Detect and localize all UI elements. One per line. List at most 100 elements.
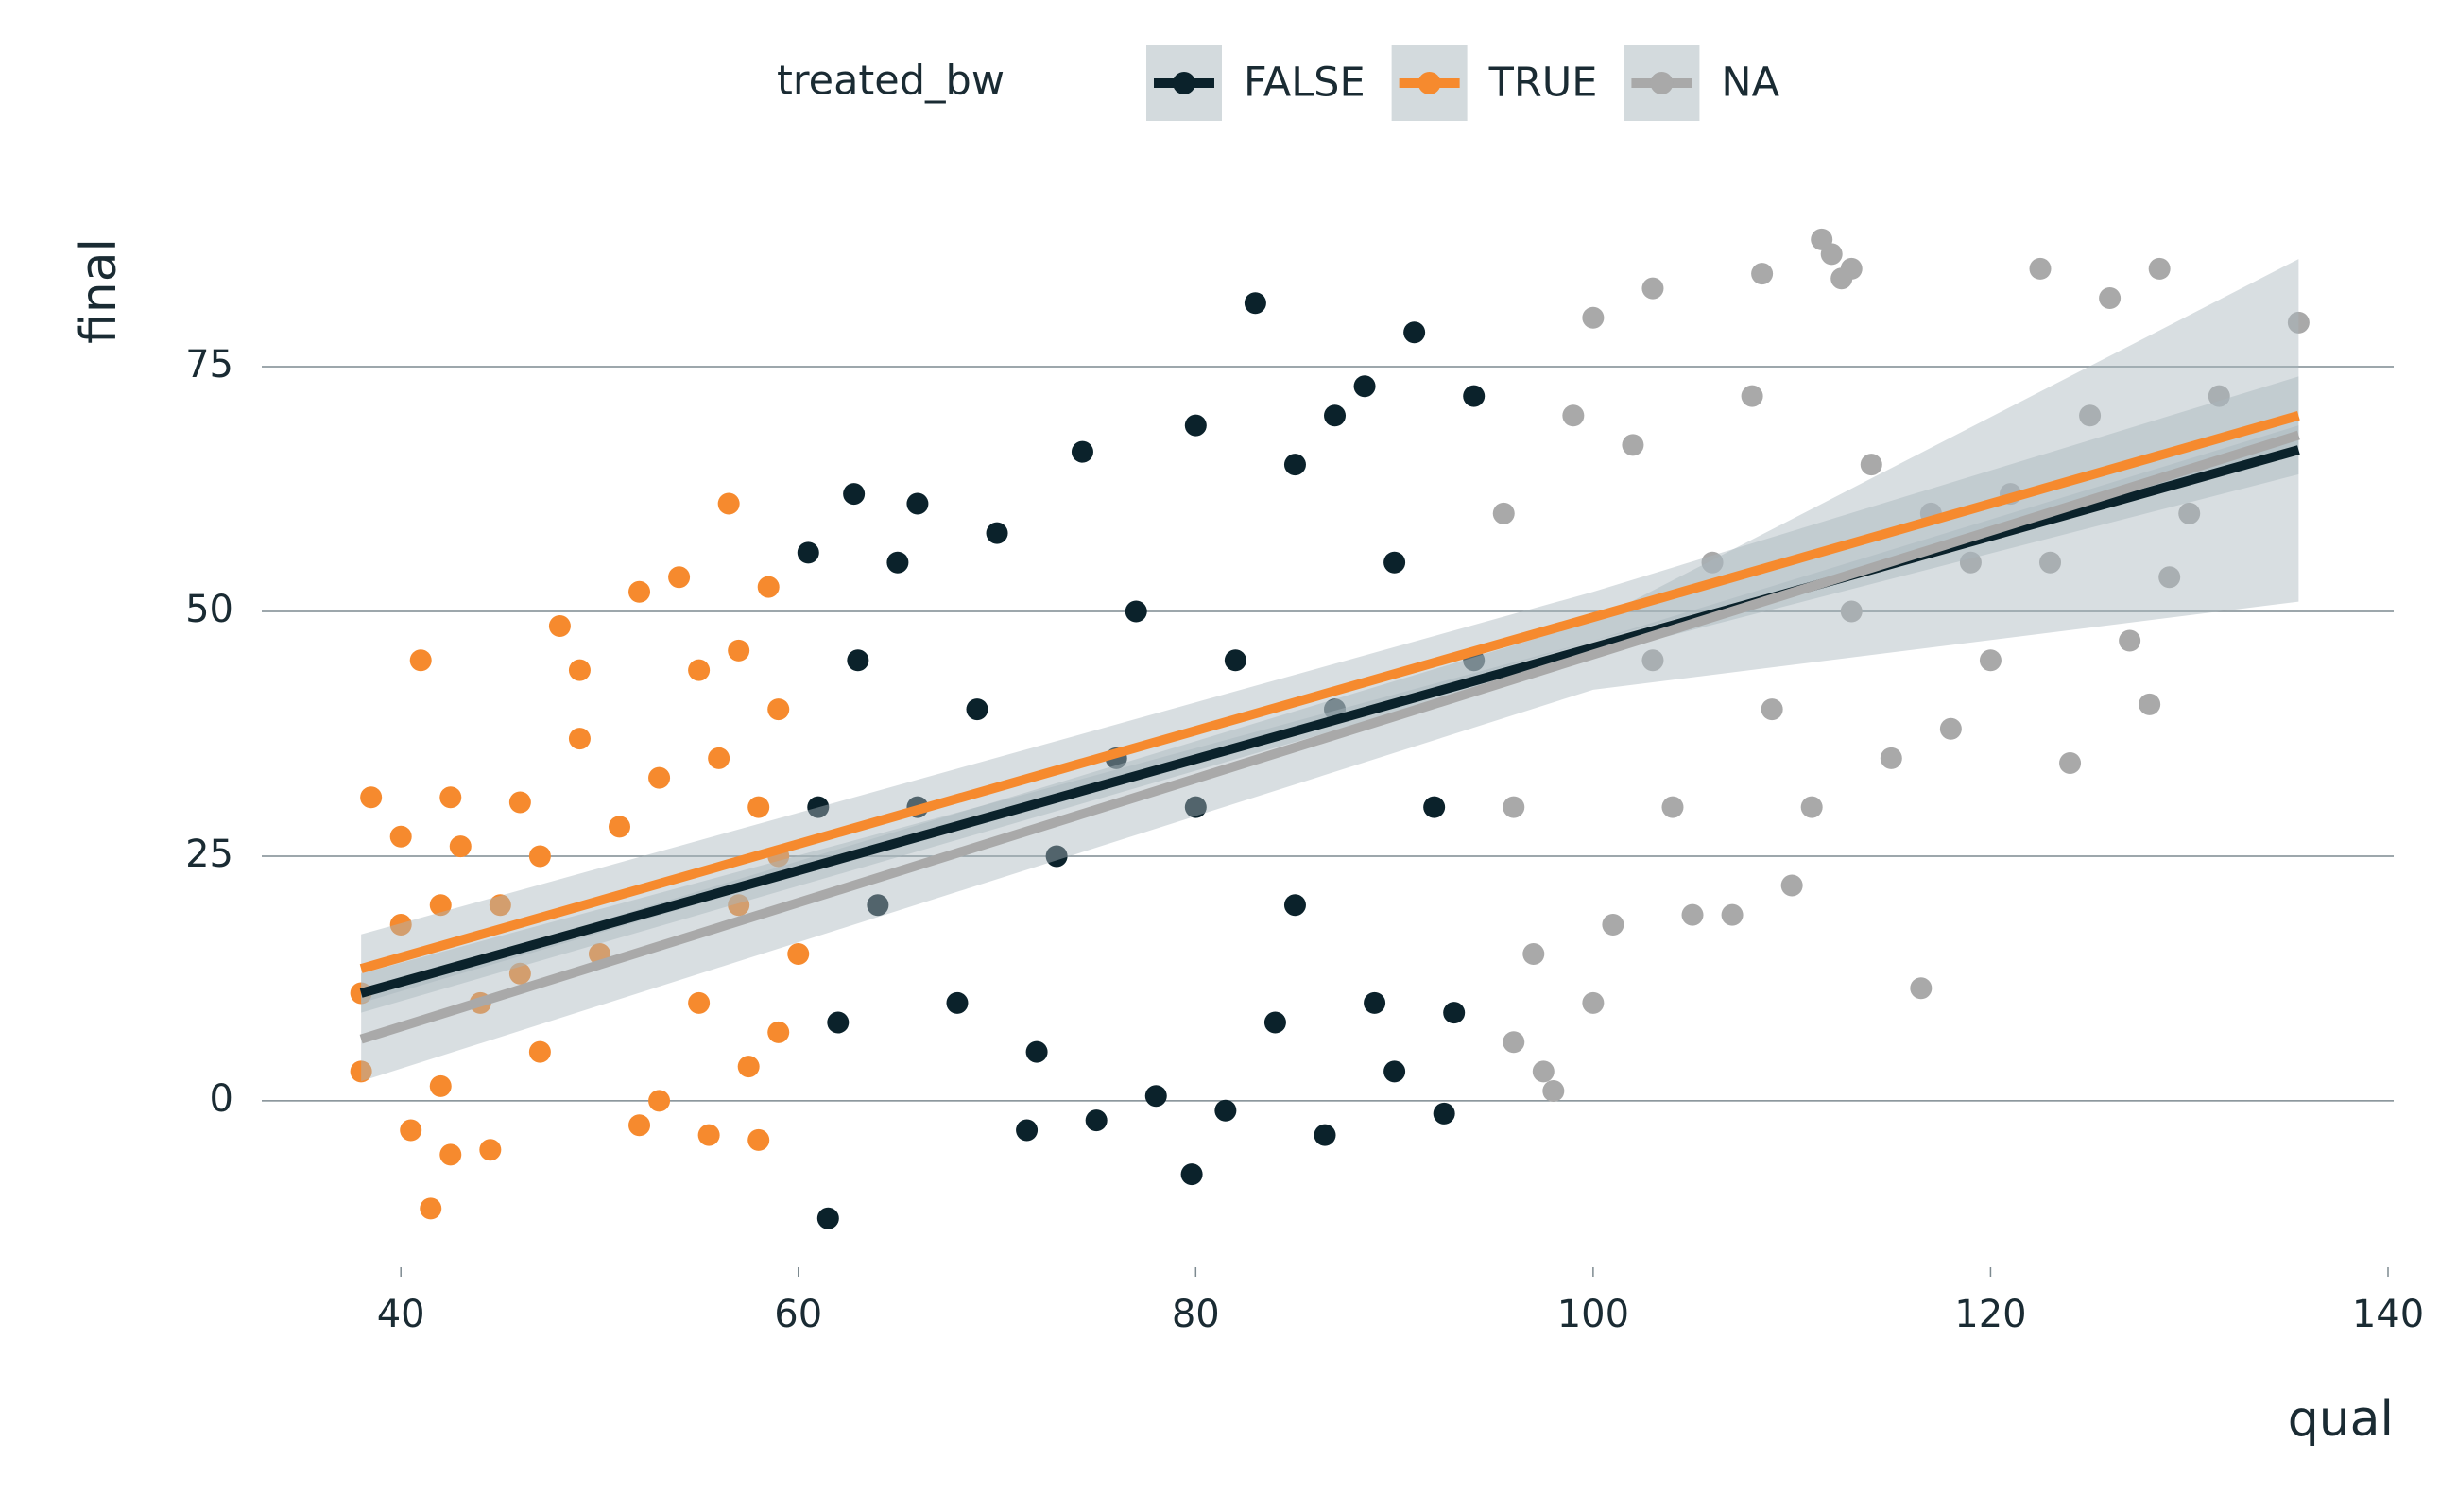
x-tick-label: 120: [1954, 1293, 2026, 1336]
point: [1910, 977, 1933, 1000]
point: [906, 492, 929, 515]
legend-label: FALSE: [1244, 60, 1366, 107]
point: [1353, 375, 1376, 398]
x-tick-label: 40: [377, 1293, 425, 1336]
point: [1443, 1002, 1466, 1024]
point: [1761, 698, 1783, 721]
point: [1025, 1040, 1048, 1063]
point: [1840, 257, 1863, 280]
point: [668, 566, 691, 589]
point: [420, 1197, 442, 1220]
point: [797, 541, 819, 564]
point: [767, 698, 790, 721]
point: [1184, 796, 1207, 818]
point: [1324, 404, 1347, 427]
point: [1622, 434, 1644, 456]
point: [1800, 796, 1823, 818]
point: [528, 1040, 551, 1063]
point: [757, 576, 780, 598]
point: [737, 1056, 760, 1078]
point: [1383, 551, 1406, 574]
point: [648, 1090, 671, 1112]
x-tick-label: 140: [2352, 1293, 2424, 1336]
point: [1423, 796, 1446, 818]
point: [2079, 404, 2102, 427]
point: [1214, 1099, 1237, 1122]
point: [2099, 287, 2122, 310]
point: [1602, 913, 1624, 936]
point: [439, 1143, 462, 1166]
fit-line: [359, 411, 2300, 973]
point: [628, 1114, 651, 1137]
point: [966, 698, 988, 721]
point: [2039, 551, 2062, 574]
point: [548, 615, 571, 638]
legend-key-point: [1173, 72, 1195, 94]
point: [508, 962, 531, 985]
point: [2178, 502, 2201, 524]
point: [1085, 1109, 1108, 1132]
point: [2029, 257, 2052, 280]
point: [1880, 747, 1902, 769]
point: [1283, 454, 1306, 476]
point: [946, 991, 969, 1014]
point: [1939, 717, 1962, 740]
point: [1283, 894, 1306, 917]
x-tick-label: 100: [1557, 1293, 1629, 1336]
point: [528, 845, 551, 868]
point: [867, 894, 889, 917]
point: [350, 1060, 372, 1083]
point: [717, 492, 740, 515]
point: [609, 816, 631, 838]
point: [1959, 551, 1982, 574]
point: [1403, 321, 1426, 344]
legend-key-point: [1650, 72, 1674, 94]
point: [767, 1021, 790, 1043]
point: [747, 1128, 770, 1151]
point: [429, 894, 452, 917]
point: [1144, 1085, 1167, 1108]
point: [1979, 649, 2002, 672]
point: [1721, 903, 1744, 926]
point: [886, 551, 909, 574]
point: [628, 580, 651, 603]
point: [827, 1011, 850, 1034]
point: [708, 747, 730, 769]
point: [1016, 1119, 1039, 1142]
point: [688, 991, 711, 1014]
point: [648, 766, 671, 789]
point: [1562, 404, 1585, 427]
point: [1180, 1163, 1203, 1186]
point: [2059, 752, 2082, 775]
point: [1492, 502, 1515, 524]
point: [688, 659, 711, 681]
fit-line: [359, 430, 2300, 1044]
point: [1314, 1124, 1336, 1146]
point: [360, 786, 383, 809]
x-tick-label: 60: [774, 1293, 822, 1336]
point: [508, 791, 531, 814]
point: [1383, 1060, 1406, 1083]
y-tick-label: 50: [185, 588, 233, 631]
point: [1433, 1102, 1455, 1125]
point: [400, 1119, 422, 1142]
y-axis-label: final: [71, 238, 128, 344]
point: [1463, 385, 1486, 407]
point: [1661, 796, 1684, 818]
point: [1224, 649, 1246, 672]
point: [489, 894, 511, 917]
point: [1532, 1060, 1555, 1083]
point: [1840, 600, 1863, 623]
point: [986, 522, 1008, 544]
point: [1364, 991, 1386, 1014]
legend-label: TRUE: [1488, 60, 1598, 107]
point: [843, 483, 866, 506]
point: [568, 728, 591, 750]
point: [787, 943, 810, 966]
point: [1045, 845, 1068, 868]
point: [807, 796, 830, 818]
point: [1741, 385, 1763, 407]
point: [2208, 385, 2230, 407]
y-tick-label: 0: [210, 1077, 233, 1121]
point: [816, 1207, 839, 1229]
